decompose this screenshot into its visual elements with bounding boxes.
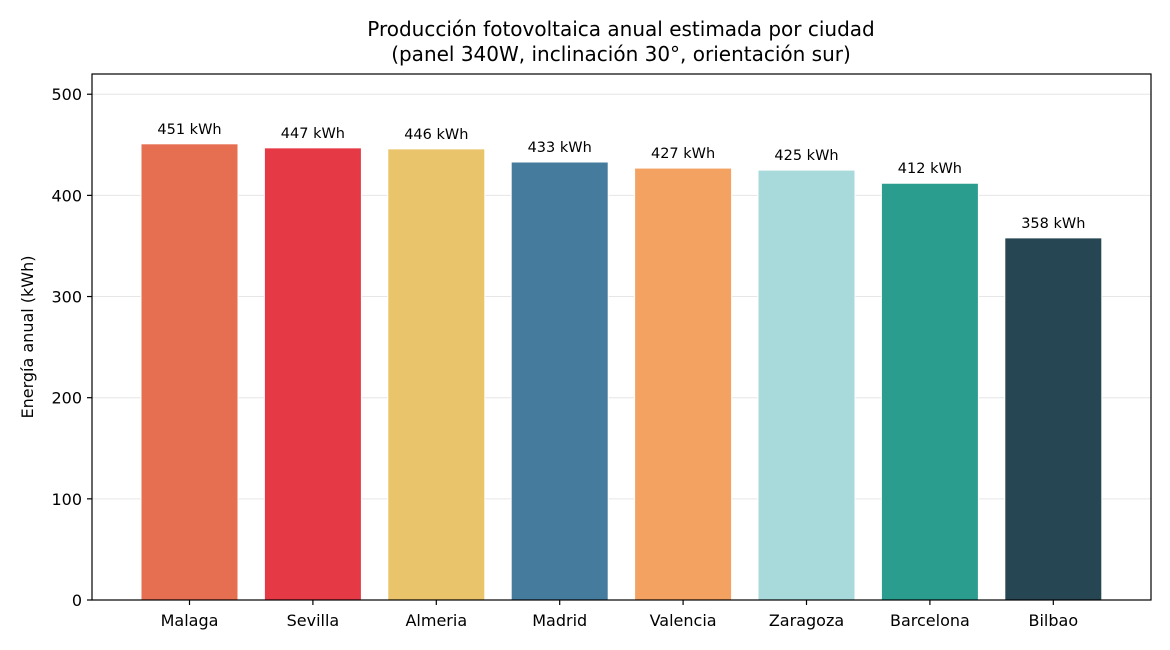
x-tick-label: Valencia (650, 611, 717, 630)
chart-title-line-1: Producción fotovoltaica anual estimada p… (367, 17, 875, 41)
x-tick-label: Almeria (405, 611, 467, 630)
y-tick-label: 400 (51, 186, 82, 205)
bar-value-label: 451 kWh (157, 122, 221, 138)
x-tick-label: Barcelona (890, 611, 970, 630)
bar-value-label: 433 kWh (528, 140, 592, 156)
bar-bilbao (1004, 237, 1103, 601)
bar-value-label: 425 kWh (774, 148, 838, 164)
bar-valencia (634, 167, 733, 601)
y-axis-label: Energía anual (kWh) (18, 255, 37, 418)
x-tick-label: Sevilla (287, 611, 340, 630)
x-tick-label: Bilbao (1028, 611, 1078, 630)
bars-layer (140, 143, 1103, 601)
bar-madrid (510, 161, 609, 601)
bar-malaga (140, 143, 239, 601)
x-tick-label: Zaragoza (769, 611, 844, 630)
x-tick-label: Malaga (161, 611, 219, 630)
plot-frame (91, 73, 1152, 601)
y-ticks-layer: 0 100 200 300 400 500 (51, 85, 92, 610)
bar-value-label: 427 kWh (651, 146, 715, 162)
y-tick-label: 0 (72, 591, 82, 610)
y-tick-label: 200 (51, 389, 82, 408)
bar-barcelona (880, 182, 979, 601)
bar-sevilla (263, 147, 362, 601)
bar-value-label: 447 kWh (281, 126, 345, 142)
data-labels-layer: 451 kWh 447 kWh 446 kWh 433 kWh 427 kWh 425 k… (157, 122, 1085, 232)
chart-title-line-2: (panel 340W, inclinación 30°, orientació… (391, 42, 851, 66)
y-tick-label: 100 (51, 490, 82, 509)
grid-layer (92, 93, 1151, 500)
bar-almeria (387, 148, 486, 601)
x-tick-label: Madrid (532, 611, 587, 630)
y-tick-label: 300 (51, 288, 82, 307)
bar-value-label: 412 kWh (898, 161, 962, 177)
y-tick-label: 500 (51, 85, 82, 104)
bar-zaragoza (757, 169, 856, 601)
bar-value-label: 358 kWh (1021, 216, 1085, 232)
x-ticks-layer: Malaga Sevilla Almeria Madrid Valencia Zarago… (161, 600, 1078, 630)
bar-value-label: 446 kWh (404, 127, 468, 143)
